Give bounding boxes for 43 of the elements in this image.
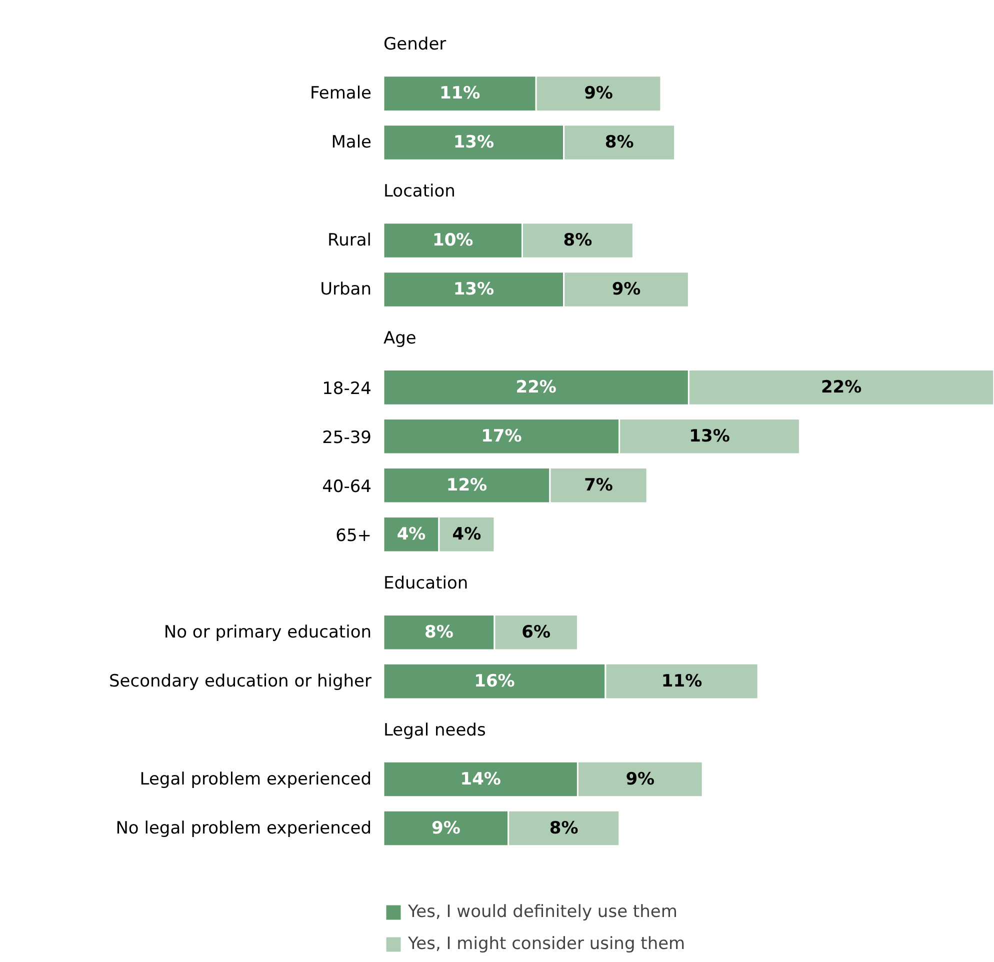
- data-label: 22%: [516, 377, 556, 398]
- y-tick-label: 40-64: [322, 476, 372, 497]
- y-tick-label: Rural: [328, 230, 372, 250]
- y-tick-label: 65+: [336, 526, 372, 546]
- y-tick-label: Female: [310, 84, 372, 104]
- y-tick-label: Location: [384, 182, 456, 202]
- data-label: 12%: [446, 475, 488, 496]
- y-tick-label: Education: [384, 573, 468, 594]
- y-tick-label: Age: [384, 328, 416, 348]
- y-tick-label: Secondary education or higher: [109, 671, 372, 692]
- y-tick-label: Male: [331, 132, 372, 153]
- data-label: 10%: [432, 230, 474, 250]
- legend-label: Yes, I might consider using them: [408, 934, 686, 954]
- data-label: 11%: [439, 84, 480, 104]
- data-label: 6%: [522, 622, 551, 642]
- data-label: 8%: [424, 622, 454, 642]
- data-label: 17%: [481, 426, 522, 446]
- data-label: 16%: [474, 671, 515, 692]
- y-tick-label: No legal problem experienced: [116, 818, 372, 838]
- data-label: 8%: [563, 230, 592, 250]
- data-label: 9%: [584, 84, 613, 104]
- legend-label: Yes, I would definitely use them: [408, 902, 678, 922]
- y-tick-label: Gender: [384, 34, 446, 55]
- y-tick-label: No or primary education: [164, 622, 372, 642]
- data-label: 4%: [452, 524, 482, 544]
- data-label: 11%: [661, 671, 702, 692]
- data-label: 4%: [396, 524, 426, 544]
- y-tick-label: Urban: [320, 279, 372, 300]
- y-tick-label: 25-39: [322, 428, 372, 448]
- data-label: 14%: [460, 769, 501, 790]
- data-label: 13%: [453, 279, 494, 300]
- data-label: 13%: [453, 132, 494, 153]
- data-label: 8%: [549, 818, 578, 838]
- data-label: 9%: [626, 769, 655, 790]
- data-label: 13%: [689, 426, 730, 446]
- data-label: 9%: [612, 279, 641, 300]
- y-tick-label: Legal problem experienced: [140, 769, 372, 790]
- data-label: 9%: [431, 818, 460, 838]
- data-label: 7%: [584, 475, 613, 496]
- data-label: 8%: [604, 132, 634, 153]
- data-label: 22%: [820, 377, 862, 398]
- y-tick-label: Legal needs: [384, 720, 486, 740]
- y-tick-label: 18-24: [322, 378, 372, 399]
